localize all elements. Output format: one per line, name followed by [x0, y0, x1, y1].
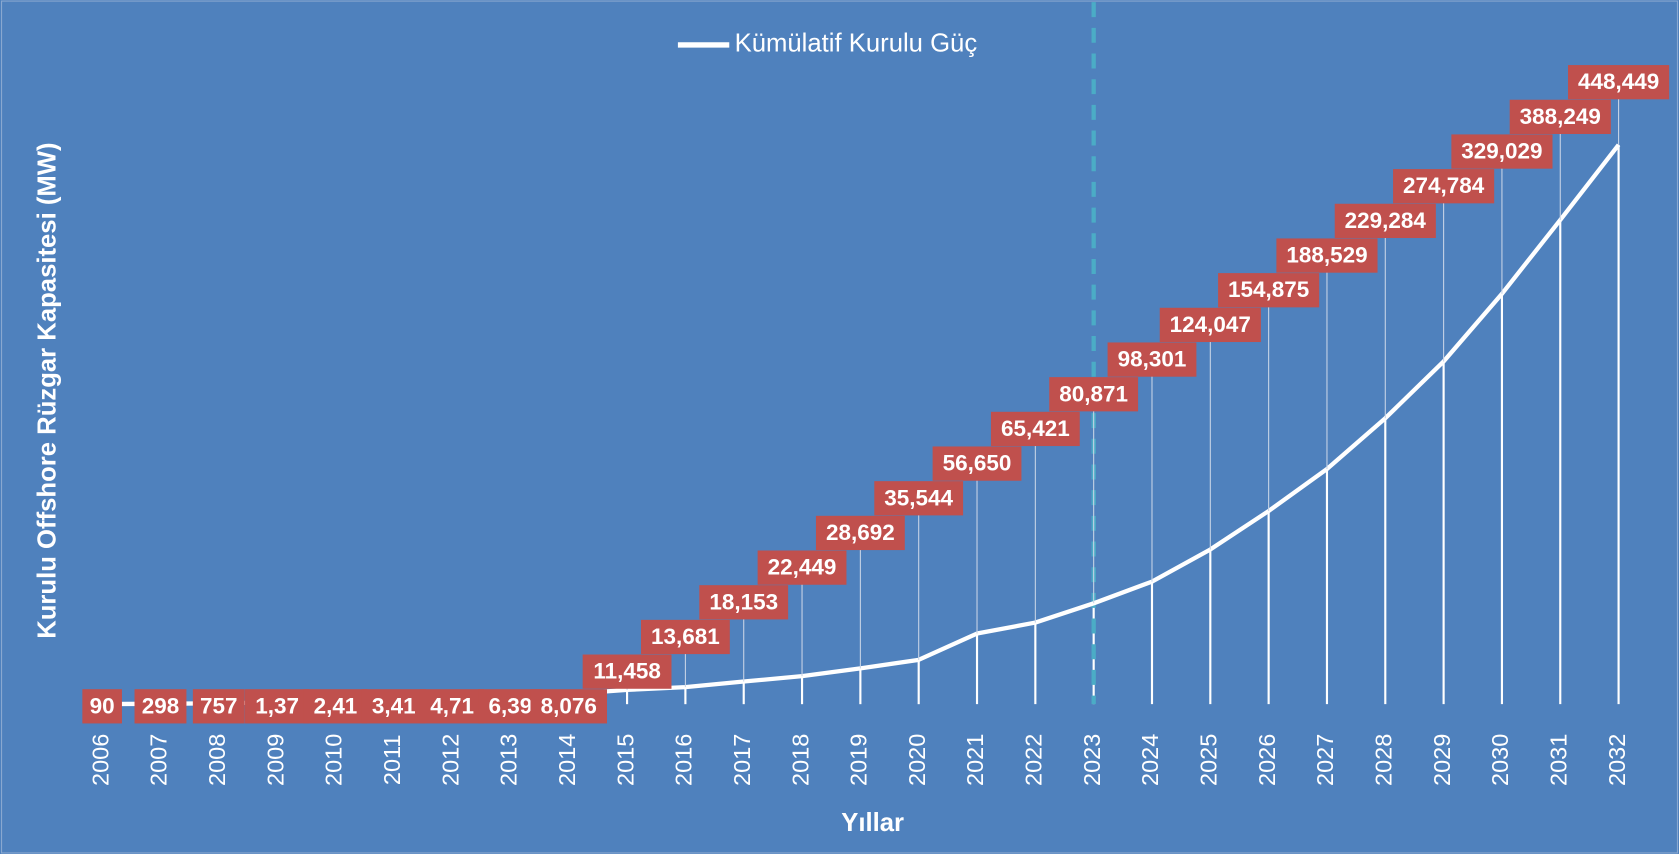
x-tick-label: 2028: [1371, 734, 1397, 786]
data-label-box: [1049, 377, 1139, 412]
x-tick-label: 2015: [612, 734, 638, 786]
data-label-box: [582, 654, 672, 689]
data-label-box: [757, 550, 847, 585]
data-label-box: [874, 481, 964, 516]
data-label-box: [419, 689, 485, 724]
data-label: 298: [142, 693, 180, 718]
x-tick-label: 2027: [1312, 734, 1338, 786]
data-label: 188,529: [1286, 243, 1367, 268]
y-axis-title: Kurulu Offshore Rüzgar Kapasitesi (MW): [33, 142, 61, 638]
data-label-box: [192, 689, 245, 724]
data-label: 11,458: [593, 659, 660, 684]
x-tick-label: 2026: [1254, 734, 1280, 786]
x-tick-label: 2016: [671, 734, 697, 786]
x-tick-label: 2020: [904, 734, 930, 786]
data-label: 18,153: [709, 589, 778, 614]
data-label: 65,421: [1001, 416, 1070, 441]
data-label: 13,681: [651, 624, 720, 649]
data-label: 229,284: [1345, 208, 1427, 233]
x-tick-label: 2013: [496, 734, 522, 786]
x-tick-label: 2010: [321, 734, 347, 786]
x-tick-label: 2008: [204, 734, 230, 786]
x-tick-label: 2009: [262, 734, 288, 786]
data-label-box: [1334, 203, 1436, 239]
data-label-box: [815, 515, 905, 551]
data-label-box: [1568, 65, 1670, 100]
x-tick-label: 2018: [787, 734, 813, 786]
data-label-box: [1393, 169, 1495, 204]
x-tick-label: 2011: [379, 735, 405, 786]
x-tick-label: 2014: [554, 734, 580, 786]
data-label-box: [640, 619, 730, 655]
data-label-box: [932, 446, 1022, 481]
x-tick-label: 2021: [962, 734, 988, 786]
data-label: 28,692: [826, 520, 895, 545]
x-tick-label: 2022: [1021, 734, 1047, 786]
x-tick-label: 2012: [437, 734, 463, 786]
x-tick-label: 2017: [729, 734, 755, 786]
data-label-box: [303, 689, 368, 724]
x-tick-label: 2006: [87, 734, 113, 786]
x-tick-label: 2032: [1604, 734, 1630, 786]
data-label: 8,076: [541, 693, 597, 718]
legend-label: Kümülatif Kurulu Güç: [735, 30, 978, 58]
data-label-box: [1107, 342, 1197, 377]
data-label-box: [134, 689, 187, 724]
data-label: 4,71: [430, 693, 474, 718]
data-label: 448,449: [1578, 69, 1659, 94]
data-label: 388,249: [1520, 104, 1601, 129]
data-label-box: [1451, 134, 1553, 169]
data-label: 22,449: [768, 555, 837, 580]
data-label: 2,41: [314, 693, 358, 718]
data-label: 56,650: [943, 451, 1012, 476]
data-label-box: [530, 689, 608, 724]
data-label-box: [990, 411, 1080, 447]
data-label-box: [1509, 99, 1611, 134]
data-label: 124,047: [1170, 312, 1251, 337]
x-tick-label: 2023: [1079, 734, 1105, 786]
data-label: 757: [200, 693, 238, 718]
data-label: 3,41: [372, 693, 416, 718]
data-label-box: [361, 689, 426, 724]
x-tick-label: 2031: [1545, 734, 1571, 786]
data-label: 98,301: [1118, 347, 1187, 372]
data-label: 329,029: [1461, 139, 1542, 164]
data-label: 1,37: [255, 693, 299, 718]
x-tick-label: 2030: [1487, 734, 1513, 786]
data-label-box: [1159, 307, 1261, 343]
x-tick-label: 2029: [1429, 734, 1455, 786]
data-label: 90: [90, 693, 115, 718]
data-label-box: [1218, 273, 1320, 308]
data-label-box: [82, 689, 122, 724]
data-label-box: [1276, 238, 1378, 273]
data-label: 6,39: [489, 693, 533, 718]
data-label-box: [699, 585, 789, 620]
data-label: 80,871: [1059, 381, 1128, 406]
x-tick-label: 2025: [1196, 734, 1222, 786]
data-label: 274,784: [1403, 173, 1485, 198]
x-tick-label: 2019: [846, 734, 872, 786]
x-axis-title: Yıllar: [841, 809, 904, 837]
data-label-box: [245, 689, 310, 724]
x-tick-label: 2007: [146, 734, 172, 786]
data-label: 35,544: [884, 485, 953, 510]
data-label: 154,875: [1228, 277, 1309, 302]
x-tick-label: 2024: [1137, 734, 1163, 786]
